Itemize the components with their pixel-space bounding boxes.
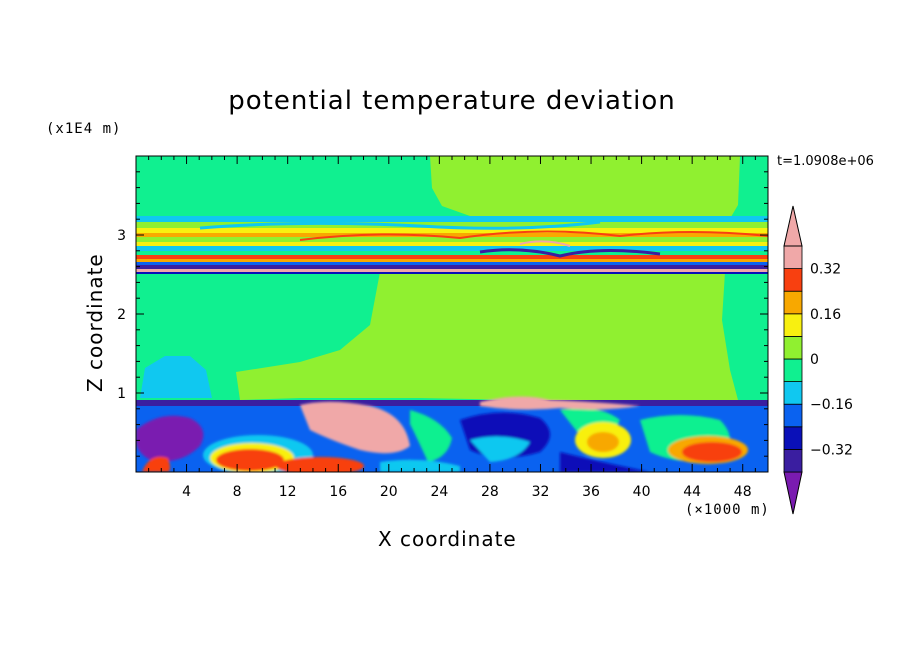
y-axis: 1 2 3 [117, 171, 768, 457]
colorbar-segment [783, 358, 803, 383]
x-tick-label: 20 [380, 484, 398, 500]
chart-title: potential temperature deviation [228, 86, 676, 116]
colorbar-segment [783, 335, 803, 360]
time-label: t=1.0908e+06 [777, 154, 874, 169]
x-axis-unit: (×1000 m) [685, 502, 770, 518]
x-tick-label: 48 [734, 484, 752, 500]
field-left-bump [140, 356, 212, 398]
x-axis-label: X coordinate [378, 527, 517, 551]
colorbar-min-arrow [783, 471, 803, 515]
x-tick-label: 12 [279, 484, 297, 500]
colorbar: 0.32 0.16 0 −0.16 −0.32 [783, 205, 853, 515]
colorbar-segment [783, 426, 803, 450]
x-tick-label: 32 [532, 484, 550, 500]
y-axis-unit: (x1E4 m) [46, 121, 122, 137]
x-tick-label: 28 [481, 484, 499, 500]
colorbar-tick-label: 0.16 [810, 307, 841, 323]
field-lower-layer [136, 396, 768, 472]
colorbar-segment [783, 403, 803, 428]
colorbar-segment [783, 448, 803, 473]
x-tick-label: 44 [683, 484, 701, 500]
field-mid-plume [236, 272, 738, 402]
colorbar-tick-label: 0.32 [810, 262, 841, 278]
x-tick-label: 40 [633, 484, 651, 500]
heatmap-field [136, 156, 768, 472]
x-tick-label: 16 [329, 484, 347, 500]
x-tick-label: 24 [430, 484, 448, 500]
colorbar-segment [783, 268, 803, 292]
colorbar-segment [783, 381, 803, 405]
colorbar-tick-label: −0.16 [810, 397, 853, 413]
colorbar-tick-label: 0 [810, 352, 819, 368]
colorbar-segment [783, 290, 803, 315]
field-upper-plume [430, 156, 740, 226]
field-upper-band [136, 216, 768, 274]
colorbar-tick-label: −0.32 [810, 442, 853, 458]
x-tick-label: 36 [582, 484, 600, 500]
y-tick-label: 1 [117, 386, 126, 402]
x-tick-label: 4 [182, 484, 191, 500]
colorbar-max-arrow [783, 205, 803, 247]
colorbar-segment [783, 313, 803, 337]
x-tick-label: 8 [233, 484, 242, 500]
y-tick-label: 3 [117, 228, 126, 244]
x-axis: 4 8 12 16 20 24 28 32 36 40 44 48 [148, 156, 756, 500]
y-tick-label: 2 [117, 307, 126, 323]
colorbar-segment [783, 245, 803, 270]
